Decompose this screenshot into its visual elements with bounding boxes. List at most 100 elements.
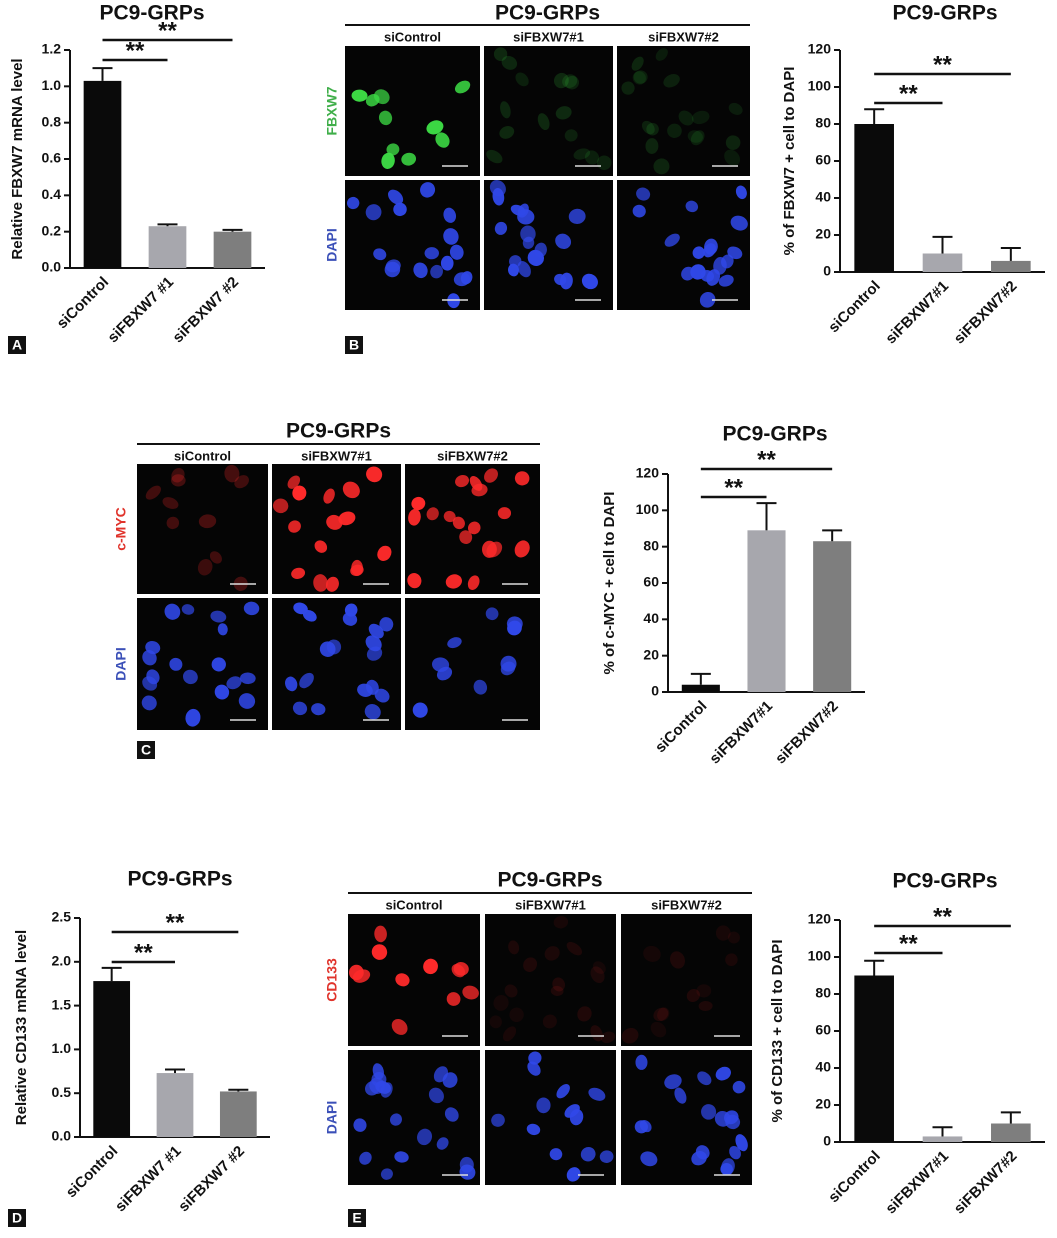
error-bar bbox=[864, 108, 885, 124]
cell bbox=[368, 623, 384, 639]
significance-label: ** bbox=[899, 930, 918, 957]
cell bbox=[501, 55, 518, 70]
x-tick-label: siControl bbox=[825, 1148, 884, 1207]
y-axis-label: % of CD133 + cell to DAPI bbox=[769, 940, 786, 1123]
cell bbox=[365, 635, 382, 652]
cell bbox=[451, 964, 466, 978]
x-tick-label: siFBXW7#1 bbox=[706, 698, 776, 768]
y-tick-label: 100 bbox=[636, 501, 660, 517]
cell bbox=[386, 143, 400, 156]
cell bbox=[351, 89, 368, 102]
cell bbox=[311, 703, 326, 716]
cell bbox=[568, 208, 586, 224]
y-tick-label: 120 bbox=[808, 911, 832, 927]
y-tick-label: 60 bbox=[643, 574, 659, 590]
x-tick-label: siFBXW7 #1 bbox=[104, 274, 177, 347]
cell bbox=[699, 291, 716, 308]
cell bbox=[482, 540, 497, 558]
cell bbox=[378, 110, 393, 126]
cell bbox=[166, 516, 180, 530]
micrograph bbox=[617, 180, 750, 310]
row-label: DAPI bbox=[324, 228, 340, 261]
cell bbox=[632, 204, 646, 218]
micrograph bbox=[137, 598, 268, 730]
cell bbox=[407, 572, 422, 589]
cell bbox=[599, 1150, 614, 1163]
cell bbox=[389, 1113, 402, 1126]
cell bbox=[484, 468, 498, 483]
cell bbox=[527, 1061, 541, 1076]
y-tick-label: 2.5 bbox=[52, 909, 72, 925]
cell bbox=[359, 1151, 372, 1165]
cell bbox=[288, 520, 301, 533]
cell bbox=[534, 242, 547, 258]
cell bbox=[667, 123, 682, 139]
cell bbox=[452, 516, 465, 530]
cell bbox=[240, 672, 256, 685]
row-label: c-MYC bbox=[113, 507, 129, 551]
cell bbox=[485, 607, 499, 621]
cell bbox=[509, 1007, 524, 1023]
x-tick-label: siControl bbox=[652, 698, 711, 757]
cell bbox=[197, 559, 213, 576]
cell bbox=[732, 1080, 746, 1094]
y-tick-label: 1.5 bbox=[52, 996, 72, 1012]
cell bbox=[326, 514, 343, 530]
error-bar bbox=[1000, 246, 1021, 261]
y-tick-label: 0 bbox=[823, 263, 831, 279]
panel-letter-box bbox=[137, 741, 155, 759]
error-bar bbox=[101, 966, 122, 982]
cell bbox=[588, 1087, 606, 1101]
cell bbox=[499, 125, 515, 139]
y-tick-label: 0 bbox=[651, 683, 659, 699]
bar bbox=[156, 1073, 194, 1137]
y-tick-label: 0.0 bbox=[42, 259, 62, 275]
y-axis-label: % of c-MYC + cell to DAPI bbox=[601, 492, 618, 675]
cell bbox=[515, 72, 529, 87]
cell bbox=[169, 657, 183, 671]
bar bbox=[991, 260, 1031, 272]
cell bbox=[636, 187, 651, 201]
cell bbox=[217, 623, 228, 636]
chart-title: PC9-GRPs bbox=[892, 870, 997, 893]
cell bbox=[462, 985, 479, 1000]
cell bbox=[424, 247, 439, 260]
cell bbox=[430, 264, 443, 279]
error-bar bbox=[222, 228, 243, 232]
y-tick-label: 20 bbox=[815, 1096, 831, 1112]
cell bbox=[690, 130, 705, 146]
cell bbox=[493, 994, 509, 1011]
cell bbox=[494, 221, 508, 235]
x-tick-label: siFBXW7#1 bbox=[882, 1148, 952, 1218]
cell bbox=[523, 957, 538, 972]
cell bbox=[413, 262, 428, 279]
cell bbox=[663, 73, 680, 88]
cell bbox=[562, 74, 578, 88]
row-label: DAPI bbox=[113, 647, 129, 680]
cell bbox=[395, 973, 410, 987]
cell bbox=[729, 1145, 741, 1160]
cell bbox=[171, 474, 186, 487]
cell bbox=[713, 257, 727, 275]
cell bbox=[326, 639, 342, 655]
y-tick-label: 80 bbox=[643, 537, 659, 553]
panel-letter-box bbox=[348, 1209, 366, 1227]
x-tick-label: siControl bbox=[54, 274, 113, 333]
x-tick-label: siControl bbox=[825, 278, 884, 337]
cell bbox=[653, 1007, 669, 1022]
cell bbox=[350, 564, 364, 577]
cell bbox=[544, 946, 560, 961]
error-bar bbox=[157, 223, 178, 227]
x-tick-label: siFBXW7 #1 bbox=[112, 1143, 185, 1216]
cell bbox=[243, 601, 260, 616]
column-label: siControl bbox=[384, 29, 441, 44]
column-label: siFBXW7#1 bbox=[513, 29, 584, 44]
cell bbox=[366, 466, 383, 483]
cell bbox=[299, 672, 314, 689]
cell bbox=[234, 475, 249, 489]
error-bar bbox=[165, 1068, 185, 1074]
y-tick-label: 0.0 bbox=[52, 1128, 72, 1144]
cell bbox=[592, 961, 606, 974]
cell bbox=[449, 244, 464, 260]
cell bbox=[528, 1051, 542, 1065]
